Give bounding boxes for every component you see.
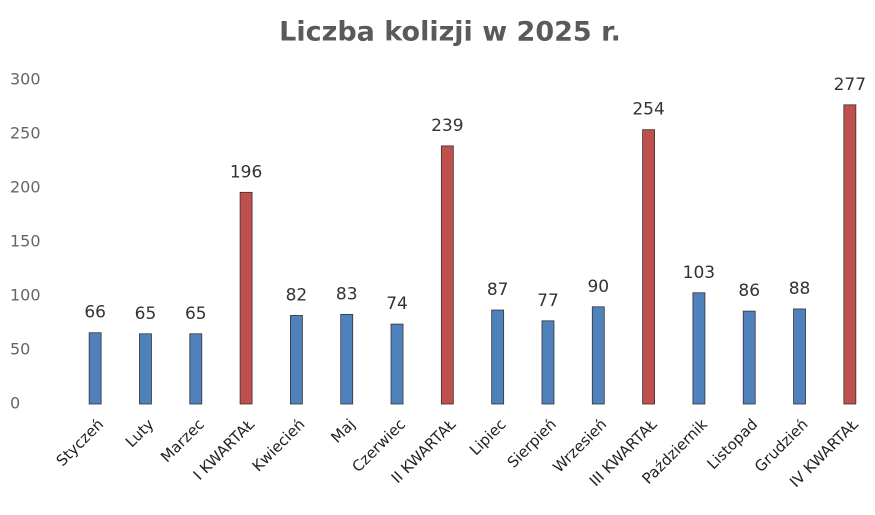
value-label: 74 <box>386 294 408 314</box>
x-tick-label: Maj <box>327 415 358 446</box>
value-label: 66 <box>84 303 106 323</box>
value-label: 103 <box>683 263 715 283</box>
value-label: 277 <box>834 75 866 95</box>
y-tick-label: 200 <box>10 178 41 197</box>
bar <box>793 308 806 405</box>
bar <box>189 333 203 405</box>
x-tick-label: Luty <box>122 415 158 451</box>
bar <box>88 332 102 405</box>
x-tick-label: Lipiec <box>466 415 510 459</box>
bar <box>139 333 152 405</box>
value-label: 196 <box>230 162 262 182</box>
y-tick-label: 300 <box>10 70 41 89</box>
bar <box>642 129 655 405</box>
y-tick-label: 0 <box>10 394 20 413</box>
value-label: 77 <box>537 291 559 311</box>
value-label: 82 <box>286 285 308 305</box>
bar <box>440 145 454 405</box>
bar <box>290 315 303 405</box>
value-label: 239 <box>431 116 463 136</box>
value-label: 83 <box>336 284 358 304</box>
value-label: 65 <box>135 304 157 324</box>
bar <box>239 191 253 405</box>
y-tick-label: 150 <box>10 232 41 251</box>
y-tick-label: 50 <box>10 340 30 359</box>
bar <box>843 104 857 405</box>
chart-title: Liczba kolizji w 2025 r. <box>279 17 621 48</box>
bar <box>692 292 706 405</box>
value-label: 254 <box>632 100 664 120</box>
bar <box>491 309 505 405</box>
x-tick-label: Marzec <box>157 415 208 466</box>
bar <box>742 310 756 405</box>
value-label: 88 <box>789 279 811 299</box>
bar <box>541 320 555 405</box>
bar <box>390 323 404 405</box>
y-tick-label: 250 <box>10 124 41 143</box>
bar <box>340 313 354 405</box>
value-label: 65 <box>185 304 207 324</box>
value-label: 86 <box>738 281 760 301</box>
y-tick-label: 100 <box>10 286 41 305</box>
value-label: 90 <box>587 277 609 297</box>
x-tick-label: Styczeń <box>53 415 108 470</box>
value-label: 87 <box>487 280 509 300</box>
bar <box>591 306 605 405</box>
x-tick-label: Kwiecień <box>249 415 309 475</box>
